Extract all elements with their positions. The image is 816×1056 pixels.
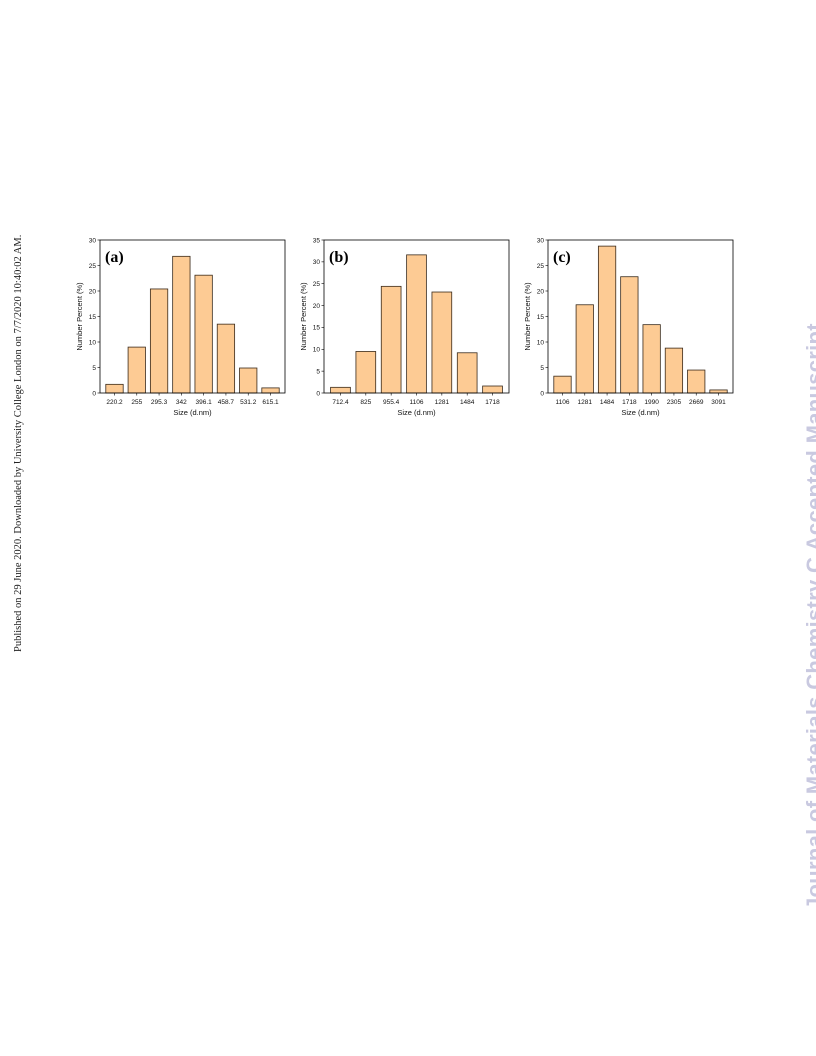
x-tick-label: 342	[176, 399, 187, 406]
bar	[194, 274, 213, 394]
y-axis-title: Number Percent (%)	[299, 282, 308, 351]
x-tick-label: 458.7	[218, 399, 235, 406]
y-tick-label: 25	[537, 263, 545, 270]
x-tick-label: 1106	[410, 399, 424, 406]
x-tick-label: 2305	[667, 399, 682, 406]
x-tick-label: 1281	[435, 399, 450, 406]
y-axis-title: Number Percent (%)	[523, 282, 532, 351]
y-tick-label: 0	[316, 390, 320, 397]
y-tick-label: 5	[540, 365, 544, 372]
y-tick-label: 30	[89, 237, 97, 244]
x-axis-title: Size (d.nm)	[397, 408, 436, 417]
x-tick-label: 955.4	[383, 399, 400, 406]
x-tick-label: 1718	[622, 399, 637, 406]
publication-note: Published on 29 June 2020. Downloaded by…	[13, 234, 24, 652]
bar	[261, 387, 280, 394]
y-tick-label: 5	[92, 365, 96, 372]
x-tick-label: 3091	[711, 399, 726, 406]
y-tick-label: 30	[313, 259, 321, 266]
x-tick-label: 255	[131, 399, 142, 406]
y-tick-label: 15	[537, 314, 545, 321]
x-tick-label: 1990	[644, 399, 659, 406]
bar	[355, 351, 377, 394]
bar	[642, 324, 661, 394]
y-tick-label: 20	[89, 288, 97, 295]
y-tick-label: 20	[313, 303, 321, 310]
y-tick-label: 15	[313, 325, 321, 332]
x-tick-label: 295.3	[151, 399, 168, 406]
y-tick-label: 35	[313, 237, 321, 244]
y-tick-label: 0	[540, 390, 544, 397]
chart-c: 1106 1281 1484 1718 1990 2305 2669 3091 0 5 10 15 20…	[523, 237, 734, 417]
y-tick-label: 0	[92, 390, 96, 397]
y-tick-label: 10	[313, 347, 321, 354]
x-tick-label: 615.1	[262, 399, 279, 406]
bar	[456, 352, 478, 394]
bar	[172, 255, 191, 394]
bar	[687, 369, 706, 394]
bar	[380, 285, 402, 394]
panel-label: (c)	[553, 249, 571, 266]
x-tick-label: 712.4	[332, 399, 349, 406]
bar	[553, 375, 572, 394]
bar	[482, 385, 503, 394]
x-tick-label: 1484	[600, 399, 615, 406]
bar	[105, 383, 124, 394]
bar	[664, 347, 684, 394]
x-tick-label: 1718	[485, 399, 500, 406]
x-tick-label: 531.2	[240, 399, 257, 406]
y-axis-title: Number Percent (%)	[75, 282, 84, 351]
bar	[709, 389, 728, 394]
y-tick-label: 30	[537, 237, 545, 244]
y-tick-label: 10	[537, 339, 545, 346]
bar	[597, 245, 617, 394]
x-tick-label: 220.2	[106, 399, 123, 406]
panel-label: (b)	[329, 249, 349, 266]
x-tick-label: 1106	[555, 399, 569, 406]
y-tick-label: 20	[537, 288, 545, 295]
panel-label: (a)	[105, 249, 124, 266]
chart-b: 712.4 825 955.4 1106 1281 1484 1718 0 5 10 15 20 25 3…	[299, 237, 510, 417]
x-axis-title: Size (d.nm)	[621, 408, 660, 417]
accepted-manuscript-watermark: Journal of Materials Chemistry C Accepte…	[802, 323, 816, 910]
bar	[330, 386, 351, 394]
bar	[239, 367, 258, 394]
bar	[431, 291, 453, 394]
x-axis-title: Size (d.nm)	[173, 408, 212, 417]
bar	[406, 254, 427, 394]
bar	[127, 346, 146, 394]
y-tick-label: 25	[89, 263, 97, 270]
x-tick-label: 825	[360, 399, 371, 406]
bar	[620, 276, 639, 394]
bar	[216, 323, 236, 394]
x-tick-label: 2669	[689, 399, 704, 406]
x-tick-label: 396.1	[196, 399, 213, 406]
x-tick-label: 1281	[578, 399, 593, 406]
y-tick-label: 10	[89, 339, 97, 346]
y-tick-label: 25	[313, 281, 321, 288]
y-tick-label: 5	[316, 368, 320, 375]
x-tick-label: 1484	[460, 399, 475, 406]
plot-frame	[323, 239, 510, 394]
bar	[149, 288, 169, 394]
chart-a: 220.2 255 295.3 342 396.1 458.7 531.2 615.1 0 5 10…	[75, 237, 286, 417]
y-tick-label: 15	[89, 314, 97, 321]
bar	[575, 304, 594, 394]
